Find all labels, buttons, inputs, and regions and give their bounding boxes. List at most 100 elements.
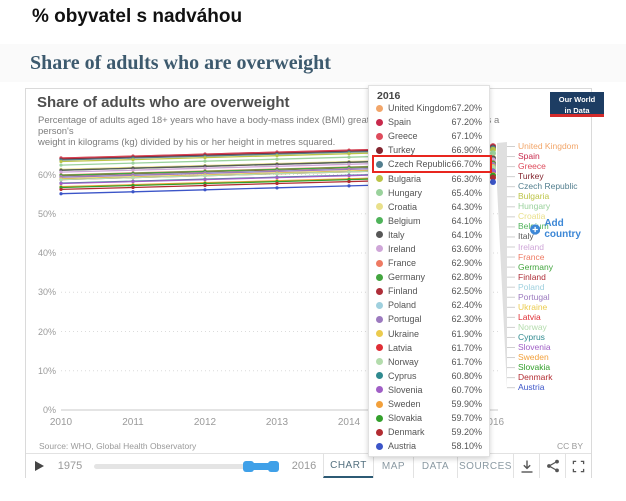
bottom-control-bar: 1975 2016 CHART MAP DATA SOURCES — [26, 453, 591, 478]
series-marker — [203, 174, 207, 178]
country-label[interactable]: Italy — [518, 231, 534, 242]
country-label[interactable]: Norway — [518, 321, 547, 332]
country-label[interactable]: Finland — [518, 271, 546, 282]
series-dot-icon — [376, 273, 383, 281]
series-marker — [131, 156, 135, 160]
share-button[interactable] — [539, 454, 565, 478]
tooltip-country-name: Greece — [388, 131, 418, 142]
series-marker — [275, 157, 279, 161]
series-marker — [59, 177, 63, 181]
country-label[interactable]: Ireland — [518, 241, 544, 252]
tab-map[interactable]: MAP — [373, 454, 413, 478]
country-label[interactable]: Sweden — [518, 352, 549, 363]
series-marker — [203, 171, 207, 175]
series-marker — [131, 176, 135, 180]
timeline-grip-end[interactable] — [268, 460, 279, 472]
timeline-track[interactable] — [94, 463, 279, 469]
fullscreen-button[interactable] — [565, 454, 591, 478]
series-marker — [59, 173, 63, 177]
series-marker — [347, 170, 351, 174]
country-label[interactable]: Latvia — [518, 311, 541, 322]
series-marker — [275, 150, 279, 154]
country-label[interactable]: Austria — [518, 382, 545, 393]
series-marker — [59, 170, 63, 174]
series-endpoint-dot — [490, 168, 496, 175]
country-label[interactable]: Poland — [518, 281, 545, 292]
tooltip-country-value: 67.20% — [451, 103, 482, 114]
country-label[interactable]: France — [518, 251, 545, 262]
series-dot-icon — [376, 414, 383, 422]
series-marker — [131, 190, 135, 194]
country-label[interactable]: Portugal — [518, 291, 550, 302]
tooltip-country-value: 62.50% — [451, 286, 482, 297]
tooltip-country-value: 59.70% — [451, 413, 482, 424]
series-marker — [59, 158, 63, 162]
country-label[interactable]: Turkey — [518, 171, 544, 182]
play-button[interactable] — [26, 454, 52, 478]
tooltip-row: Cyprus 60.80% — [369, 369, 489, 383]
tab-bar: CHART MAP DATA SOURCES — [323, 454, 513, 478]
x-axis-label: 2010 — [49, 417, 73, 428]
timeline-start-label: 1975 — [57, 460, 83, 472]
series-marker — [203, 173, 207, 177]
country-label[interactable]: Germany — [518, 261, 553, 272]
series-marker — [347, 162, 351, 166]
country-label[interactable]: United Kingdom — [518, 141, 579, 151]
country-label[interactable]: Slovakia — [518, 362, 551, 373]
tooltip-row: Ukraine 61.90% — [369, 327, 489, 341]
timeline-range-handle[interactable] — [243, 460, 279, 472]
series-marker — [59, 167, 63, 171]
country-label[interactable]: Spain — [518, 151, 540, 162]
tab-chart[interactable]: CHART — [323, 454, 373, 478]
series-marker — [347, 179, 351, 184]
tooltip-country-name: Ukraine — [388, 328, 420, 339]
our-world-in-data-logo[interactable]: Our World in Data — [550, 92, 604, 117]
series-marker — [203, 163, 207, 168]
tab-sources[interactable]: SOURCES — [457, 454, 513, 478]
timeline-slider[interactable] — [94, 454, 279, 478]
country-label[interactable]: Hungary — [518, 201, 551, 212]
section-heading: Share of adults who are overweight — [30, 52, 331, 74]
country-label[interactable]: Croatia — [518, 211, 546, 222]
series-marker — [131, 171, 135, 175]
series-marker — [275, 169, 279, 173]
series-marker — [203, 169, 207, 173]
country-label[interactable]: Czech Republic — [518, 181, 578, 192]
tooltip-country-value: 66.70% — [451, 159, 482, 170]
tooltip-country-value: 59.20% — [451, 427, 482, 438]
country-label[interactable]: Cyprus — [518, 331, 545, 342]
series-dot-icon — [376, 245, 383, 253]
series-endpoint-dot — [490, 154, 496, 161]
country-label[interactable]: Slovenia — [518, 342, 551, 352]
tooltip-country-value: 60.80% — [451, 370, 482, 381]
series-marker — [347, 159, 351, 164]
y-axis-label: 40% — [37, 248, 56, 258]
series-marker — [59, 156, 63, 160]
series-marker — [275, 169, 279, 173]
tooltip-country-name: Finland — [388, 286, 418, 297]
series-marker — [203, 183, 207, 188]
series-marker — [59, 178, 63, 182]
series-marker — [131, 172, 135, 177]
country-label[interactable]: Denmark — [518, 372, 553, 383]
series-marker — [347, 174, 351, 178]
series-dot-icon — [376, 259, 383, 267]
tooltip-row: Czech Republic 66.70% — [369, 155, 492, 174]
tooltip-row: Finland 62.50% — [369, 284, 489, 298]
country-label[interactable]: Bulgaria — [518, 191, 550, 202]
add-country-button[interactable]: Add country — [530, 218, 591, 240]
series-marker — [347, 167, 351, 171]
country-label[interactable]: Ukraine — [518, 301, 548, 312]
timeline-grip-start[interactable] — [243, 460, 254, 472]
series-marker — [203, 177, 207, 181]
tooltip-country-name: Ireland — [388, 243, 416, 254]
tooltip-year: 2016 — [377, 90, 401, 102]
tab-data[interactable]: DATA — [413, 454, 457, 478]
add-country-label: Add country — [544, 218, 581, 240]
series-marker — [131, 179, 135, 184]
tooltip-country-value: 62.40% — [451, 300, 482, 311]
tooltip-country-name: Czech Republic — [388, 159, 452, 170]
download-button[interactable] — [513, 454, 539, 478]
country-label[interactable]: Greece — [518, 161, 546, 172]
tooltip-country-name: Austria — [388, 441, 417, 452]
